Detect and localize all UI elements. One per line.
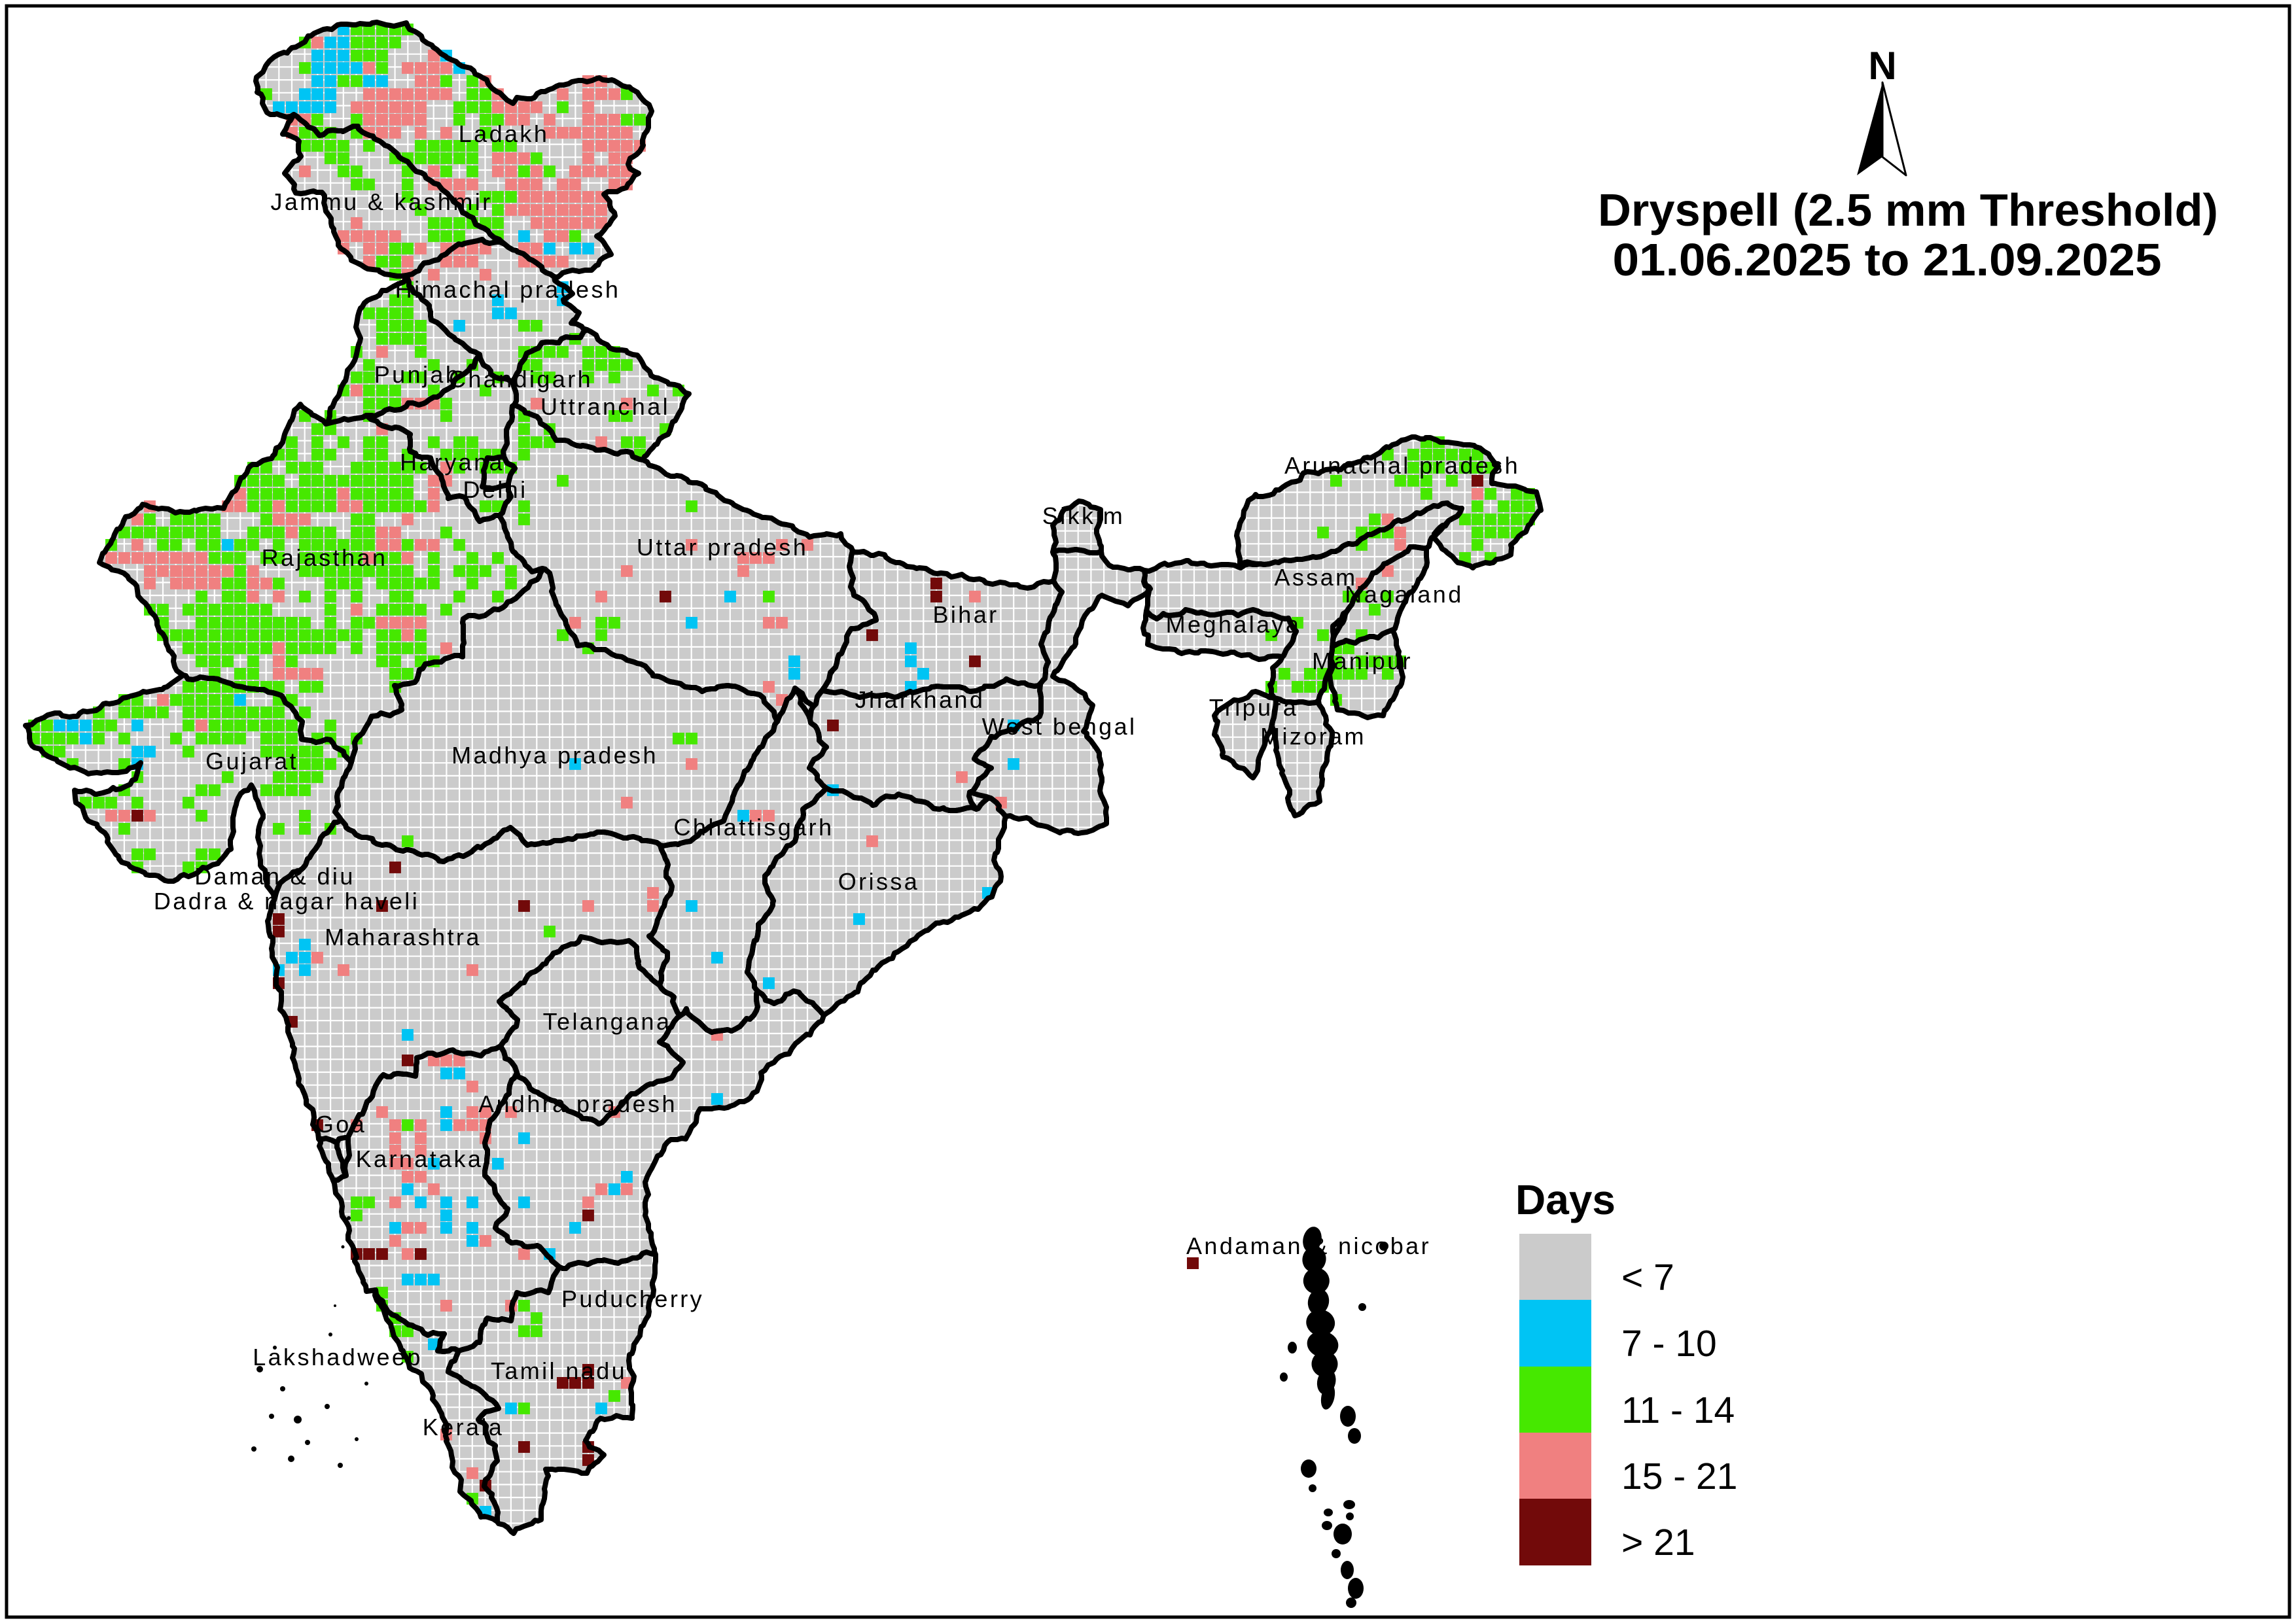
svg-text:N: N bbox=[1868, 44, 1896, 88]
svg-text:Daman & diu: Daman & diu bbox=[194, 863, 355, 890]
svg-text:Meghalaya: Meghalaya bbox=[1166, 611, 1301, 638]
svg-text:Delhi: Delhi bbox=[463, 476, 527, 503]
svg-text:> 21: > 21 bbox=[1621, 1522, 1695, 1563]
svg-text:7 - 10: 7 - 10 bbox=[1621, 1323, 1717, 1365]
svg-text:Himachal pradesh: Himachal pradesh bbox=[395, 276, 621, 303]
svg-text:Sikkim: Sikkim bbox=[1042, 502, 1125, 529]
svg-text:Dryspell (2.5 mm Threshold): Dryspell (2.5 mm Threshold) bbox=[1598, 184, 2218, 236]
svg-text:Uttranchal: Uttranchal bbox=[540, 393, 670, 420]
svg-text:Jammu & kashmir: Jammu & kashmir bbox=[270, 188, 492, 215]
svg-text:Telangana: Telangana bbox=[543, 1008, 672, 1035]
svg-text:Nagaland: Nagaland bbox=[1345, 581, 1463, 608]
svg-text:Goa: Goa bbox=[315, 1111, 366, 1138]
svg-text:Uttar pradesh: Uttar pradesh bbox=[637, 534, 808, 561]
svg-text:Dadra & nagar haveli: Dadra & nagar haveli bbox=[154, 888, 419, 915]
svg-text:Gujarat: Gujarat bbox=[205, 748, 298, 775]
svg-text:Lakshadweep: Lakshadweep bbox=[253, 1344, 423, 1370]
svg-text:Kerala: Kerala bbox=[423, 1414, 504, 1440]
svg-text:01.06.2025 to 21.09.2025: 01.06.2025 to 21.09.2025 bbox=[1613, 234, 2162, 285]
svg-text:Karnataka: Karnataka bbox=[356, 1145, 484, 1172]
svg-text:Punjab: Punjab bbox=[374, 361, 461, 388]
svg-text:Mizoram: Mizoram bbox=[1260, 723, 1366, 750]
svg-text:Days: Days bbox=[1515, 1176, 1616, 1223]
svg-text:Puducherry: Puducherry bbox=[561, 1285, 704, 1312]
svg-text:Assam: Assam bbox=[1274, 564, 1357, 591]
svg-text:Maharashtra: Maharashtra bbox=[325, 924, 482, 951]
svg-text:Manipur: Manipur bbox=[1312, 648, 1413, 674]
svg-text:Chandigarh: Chandigarh bbox=[449, 366, 593, 393]
svg-text:Orissa: Orissa bbox=[838, 868, 919, 895]
svg-text:Chhattisgarh: Chhattisgarh bbox=[674, 814, 834, 841]
svg-text:Madhya pradesh: Madhya pradesh bbox=[451, 742, 658, 769]
svg-text:Haryana: Haryana bbox=[400, 449, 504, 476]
svg-text:15 - 21: 15 - 21 bbox=[1621, 1456, 1737, 1497]
svg-text:< 7: < 7 bbox=[1621, 1257, 1674, 1299]
svg-text:Arunachal pradesh: Arunachal pradesh bbox=[1284, 452, 1520, 479]
svg-text:Ladakh: Ladakh bbox=[459, 120, 550, 147]
svg-text:Andaman & nicobar: Andaman & nicobar bbox=[1186, 1232, 1431, 1259]
svg-text:West bengal: West bengal bbox=[982, 713, 1137, 740]
svg-text:Tamil nadu: Tamil nadu bbox=[491, 1357, 627, 1384]
svg-text:Andhra pradesh: Andhra pradesh bbox=[478, 1091, 677, 1117]
svg-text:Bihar: Bihar bbox=[932, 601, 998, 628]
svg-text:Tripura: Tripura bbox=[1209, 694, 1299, 721]
svg-text:Jharkhand: Jharkhand bbox=[855, 686, 985, 713]
svg-text:11 - 14: 11 - 14 bbox=[1621, 1389, 1735, 1431]
svg-text:Rajasthan: Rajasthan bbox=[262, 544, 388, 571]
